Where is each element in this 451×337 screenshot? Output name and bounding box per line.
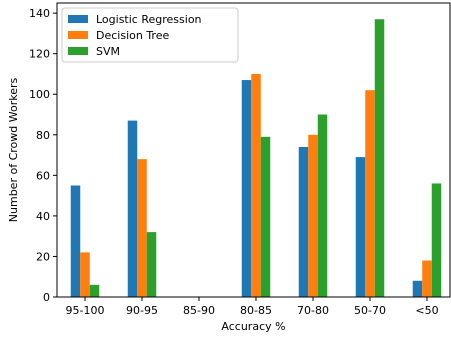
bar-logistic-regression-0 xyxy=(70,185,81,297)
bar-svm-1 xyxy=(146,232,157,297)
y-axis-ticks: 0 20 40 60 80 100 120 140 xyxy=(29,7,57,304)
x-tick-label: 85-90 xyxy=(183,304,215,317)
x-axis-label: Accuracy % xyxy=(221,320,285,333)
x-tick-label: 90-95 xyxy=(126,304,158,317)
y-tick-label: 0 xyxy=(43,291,50,304)
bar-logistic-regression-4 xyxy=(298,146,309,297)
bar-logistic-regression-5 xyxy=(355,157,366,297)
legend-box xyxy=(61,7,239,63)
bar-svm-6 xyxy=(431,183,442,297)
bar-svm-0 xyxy=(89,284,100,297)
bars-group xyxy=(70,19,442,297)
legend-label: Decision Tree xyxy=(96,29,169,42)
y-tick-label: 120 xyxy=(29,48,50,61)
y-tick-label: 80 xyxy=(36,129,50,142)
bar-svm-5 xyxy=(374,19,385,297)
legend-label: Logistic Regression xyxy=(96,13,202,26)
bar-decision-tree-1 xyxy=(137,159,147,297)
bar-logistic-regression-3 xyxy=(241,80,252,297)
legend-swatch xyxy=(68,15,88,23)
bar-logistic-regression-6 xyxy=(412,280,423,297)
bar-decision-tree-6 xyxy=(422,260,432,297)
x-axis-ticks: 95-100 90-95 85-90 80-85 70-80 50-70 <50 xyxy=(66,297,439,317)
bar-svm-4 xyxy=(317,114,328,297)
bar-decision-tree-3 xyxy=(251,73,261,297)
y-tick-label: 60 xyxy=(36,169,50,182)
x-tick-label: 80-85 xyxy=(240,304,272,317)
bar-decision-tree-0 xyxy=(80,252,90,297)
y-tick-label: 40 xyxy=(36,210,50,223)
legend-swatch xyxy=(68,31,88,39)
y-tick-label: 20 xyxy=(36,250,50,263)
bar-decision-tree-4 xyxy=(308,134,318,297)
plot-frame xyxy=(56,2,451,298)
x-tick-label: 70-80 xyxy=(297,304,329,317)
y-tick-label: 140 xyxy=(29,7,50,20)
legend-label: SVM xyxy=(96,45,120,58)
bar-svm-3 xyxy=(260,136,271,297)
x-tick-label: 95-100 xyxy=(66,304,105,317)
legend: Logistic Regression Decision Tree SVM xyxy=(61,7,239,63)
x-tick-label: 50-70 xyxy=(354,304,386,317)
bar-decision-tree-5 xyxy=(365,90,375,297)
y-axis-label: Number of Crowd Workers xyxy=(7,78,20,223)
y-tick-label: 100 xyxy=(29,88,50,101)
legend-swatch xyxy=(68,47,88,55)
bar-logistic-regression-1 xyxy=(127,120,138,297)
x-tick-label: <50 xyxy=(415,304,438,317)
